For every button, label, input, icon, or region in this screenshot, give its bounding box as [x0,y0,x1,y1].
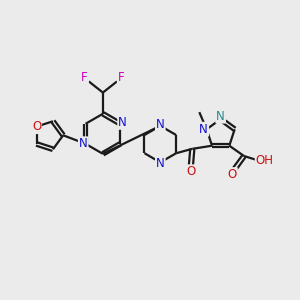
Text: N: N [79,137,88,150]
Text: O: O [228,168,237,181]
Text: F: F [81,71,88,84]
Text: F: F [118,71,124,84]
Text: N: N [216,110,225,123]
Text: OH: OH [256,154,274,167]
Text: N: N [156,157,165,170]
Text: O: O [32,120,41,133]
Text: N: N [199,123,208,136]
Text: N: N [118,116,127,129]
Text: N: N [156,118,165,131]
Text: O: O [186,165,196,178]
